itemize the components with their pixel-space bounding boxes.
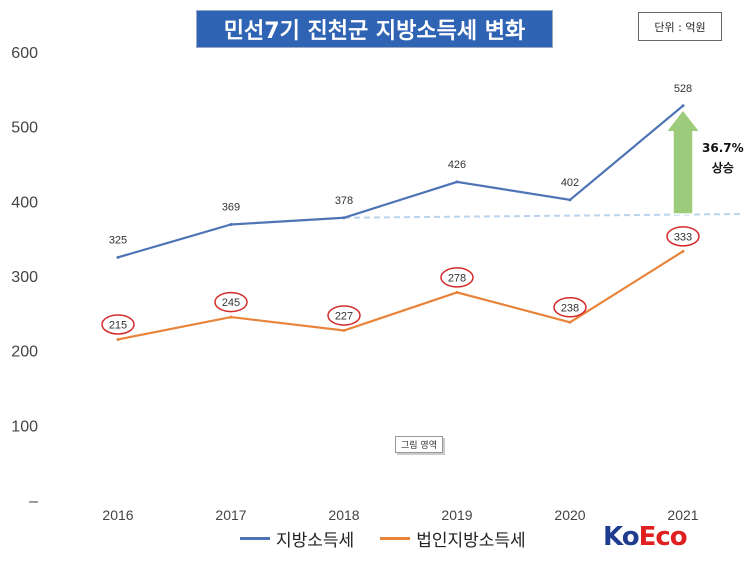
data-label-corporate-local-income-tax: 245: [222, 297, 240, 309]
legend-swatch-corporate: [380, 537, 411, 540]
data-label-local-income-tax: 369: [222, 201, 240, 213]
x-tick-label: 2021: [667, 507, 698, 523]
data-label-circle: [214, 291, 248, 313]
chart-title: 민선7기 진천군 지방소득세 변화: [196, 10, 553, 48]
data-label-circle: [553, 297, 587, 318]
rise-percent: 36.7%: [702, 141, 744, 155]
x-tick-label: 2018: [328, 507, 359, 523]
data-label-circle: [440, 267, 474, 288]
data-point-corporate-local-income-tax: [342, 329, 346, 333]
x-tick-label: 2016: [102, 507, 133, 523]
data-point-local-income-tax: [229, 222, 233, 226]
data-label-corporate-local-income-tax: 238: [561, 302, 579, 314]
data-point-corporate-local-income-tax: [116, 337, 120, 341]
data-label-circle: [101, 314, 135, 335]
unit-label: 단위 : 억원: [638, 12, 722, 41]
legend-label-local: 지방소득세: [276, 531, 355, 551]
data-label-local-income-tax: 426: [448, 159, 466, 171]
rise-text: 상승: [711, 161, 734, 175]
data-label-local-income-tax: 325: [109, 234, 127, 246]
x-tick-label: 2020: [554, 507, 585, 523]
data-point-local-income-tax: [568, 198, 572, 202]
legend-swatch-local: [240, 537, 270, 540]
y-tick-label: 300: [11, 269, 38, 286]
logo-e: E: [638, 522, 657, 552]
y-tick-label: 500: [11, 120, 38, 137]
logo-co: co: [655, 522, 687, 552]
y-tick-label: –: [29, 493, 38, 510]
data-point-corporate-local-income-tax: [455, 290, 459, 294]
y-tick-label: 200: [11, 344, 38, 361]
rise-arrow: [664, 108, 702, 215]
y-tick-label: 400: [11, 194, 38, 211]
legend-item-local-income-tax: 지방소득세: [240, 526, 354, 551]
data-label-corporate-local-income-tax: 227: [335, 311, 353, 323]
data-label-corporate-local-income-tax: 215: [109, 319, 127, 331]
data-label-circle: [666, 226, 700, 247]
y-tick-label: 600: [11, 45, 38, 62]
x-tick-label: 2019: [441, 507, 472, 523]
data-label-circle: [327, 305, 361, 326]
plot-area-tooltip: 그림 영역: [395, 436, 443, 453]
data-point-corporate-local-income-tax: [229, 315, 233, 319]
data-point-local-income-tax: [681, 104, 685, 108]
koeco-logo: KoEco: [603, 522, 688, 552]
data-label-corporate-local-income-tax: 278: [448, 272, 466, 284]
series-line-local-income-tax: [117, 104, 684, 259]
data-point-local-income-tax: [455, 180, 459, 184]
legend-label-corporate: 법인지방소득세: [416, 531, 526, 551]
legend-item-corporate-local-income-tax: 법인지방소득세: [380, 526, 526, 551]
data-label-corporate-local-income-tax: 333: [674, 231, 692, 243]
x-tick-label: 2017: [215, 507, 246, 523]
y-tick-label: 100: [11, 418, 38, 435]
data-label-local-income-tax: 402: [561, 177, 579, 189]
logo-k: K: [603, 522, 623, 552]
legend: 지방소득세 법인지방소득세: [240, 526, 526, 551]
data-point-corporate-local-income-tax: [681, 249, 685, 253]
data-point-local-income-tax: [342, 216, 346, 220]
rise-annotation: 36.7% 상승: [702, 138, 744, 178]
data-label-local-income-tax: 378: [335, 195, 353, 207]
data-point-corporate-local-income-tax: [568, 320, 572, 324]
series-line-corporate-local-income-tax: [117, 250, 684, 341]
data-point-local-income-tax: [116, 255, 120, 259]
data-label-local-income-tax: 528: [674, 83, 692, 95]
logo-o: o: [621, 522, 640, 552]
